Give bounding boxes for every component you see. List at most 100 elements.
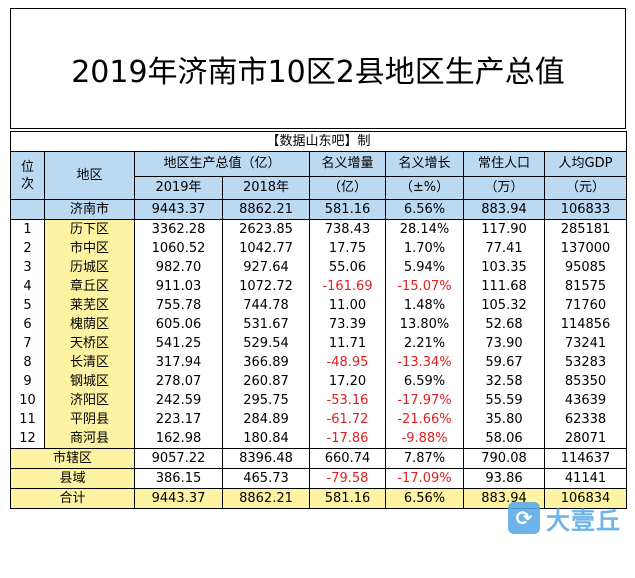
growth-cell: -21.66%: [385, 410, 464, 429]
population-cell: 105.32: [463, 296, 545, 315]
per-capita-cell: 95085: [543, 258, 628, 277]
summary-label: 县域: [10, 468, 135, 489]
increase-cell: 17.20: [309, 372, 386, 391]
header-gdp: 地区生产总值（亿）: [134, 151, 310, 177]
rank-cell: 2: [10, 239, 45, 258]
rank-cell: 10: [10, 391, 45, 410]
summary-gdp-2019-cell: 9443.37: [134, 488, 223, 509]
summary-gdp-2018-cell: 8396.48: [222, 448, 310, 469]
watermark-logo-icon: ⟳: [508, 502, 540, 534]
header-2018: 2018年: [222, 176, 310, 200]
increase-cell: -61.72: [309, 410, 386, 429]
region-cell: 商河县: [44, 429, 135, 449]
population-cell: 35.80: [463, 410, 545, 429]
header-per-capita-2: （元）: [543, 176, 628, 200]
region-cell: 长清区: [44, 353, 135, 372]
rank-cell: 11: [10, 410, 45, 429]
table-row: 3 历城区 982.70 927.64 55.06 5.94% 103.35 95085: [10, 258, 628, 277]
rank-cell: 4: [10, 277, 45, 296]
rank-cell: 5: [10, 296, 45, 315]
rank-cell: 12: [10, 429, 45, 449]
rank-cell: 9: [10, 372, 45, 391]
city-2018: 8862.21: [222, 199, 310, 220]
title-box: 2019年济南市10区2县地区生产总值: [10, 8, 626, 129]
rank-cell: 8: [10, 353, 45, 372]
header-row-1: 位次 地区 地区生产总值（亿） 名义增量 名义增长 常住人口 人均GDP: [10, 151, 628, 200]
table-row: 11 平阴县 223.17 284.89 -61.72 -21.66% 35.80 62338: [10, 410, 628, 429]
rank-cell: 1: [10, 219, 45, 239]
per-capita-cell: 114856: [543, 315, 628, 334]
growth-cell: -17.97%: [385, 391, 464, 410]
population-cell: 59.67: [463, 353, 545, 372]
increase-cell: 11.00: [309, 296, 386, 315]
increase-cell: 17.75: [309, 239, 386, 258]
rank-cell: 7: [10, 334, 45, 353]
gdp-2018-cell: 529.54: [222, 334, 310, 353]
table-row: 2 市中区 1060.52 1042.77 17.75 1.70% 77.41 137000: [10, 239, 628, 258]
gdp-2018-cell: 180.84: [222, 429, 310, 449]
gdp-2018-cell: 1072.72: [222, 277, 310, 296]
increase-cell: -17.86: [309, 429, 386, 449]
population-cell: 52.68: [463, 315, 545, 334]
city-2019: 9443.37: [134, 199, 223, 220]
watermark-text: 大壹丘: [546, 506, 621, 535]
gdp-2019-cell: 162.98: [134, 429, 223, 449]
growth-cell: 2.21%: [385, 334, 464, 353]
summary-increase-cell: 660.74: [309, 448, 386, 469]
city-row: 济南市 9443.37 8862.21 581.16 6.56% 883.94 …: [10, 199, 628, 220]
gdp-2019-cell: 3362.28: [134, 219, 223, 239]
increase-cell: -48.95: [309, 353, 386, 372]
summary-label: 合计: [10, 488, 135, 509]
population-cell: 111.68: [463, 277, 545, 296]
summary-increase-cell: 581.16: [309, 488, 386, 509]
population-cell: 103.35: [463, 258, 545, 277]
gdp-2019-cell: 755.78: [134, 296, 223, 315]
region-cell: 天桥区: [44, 334, 135, 353]
gdp-2018-cell: 1042.77: [222, 239, 310, 258]
table-row: 7 天桥区 541.25 529.54 11.71 2.21% 73.90 73241: [10, 334, 628, 353]
gdp-2018-cell: 284.89: [222, 410, 310, 429]
region-cell: 平阴县: [44, 410, 135, 429]
summary-increase-cell: -79.58: [309, 468, 386, 489]
summary-per-capita-cell: 114637: [543, 448, 628, 469]
gdp-2019-cell: 911.03: [134, 277, 223, 296]
gdp-2019-cell: 605.06: [134, 315, 223, 334]
summary-growth-cell: 7.87%: [385, 448, 464, 469]
header-2019: 2019年: [134, 176, 223, 200]
gdp-2018-cell: 295.75: [222, 391, 310, 410]
region-cell: 槐荫区: [44, 315, 135, 334]
table-row: 4 章丘区 911.03 1072.72 -161.69 -15.07% 111.68 815…: [10, 277, 628, 296]
region-cell: 莱芜区: [44, 296, 135, 315]
header-rank-label: 位次: [20, 159, 34, 192]
city-rank: [10, 199, 45, 220]
credit-row: 【数据山东吧】制: [9, 131, 628, 152]
header-population-2: （万）: [463, 176, 545, 200]
region-cell: 钢城区: [44, 372, 135, 391]
increase-cell: 11.71: [309, 334, 386, 353]
region-cell: 历城区: [44, 258, 135, 277]
per-capita-cell: 43639: [543, 391, 628, 410]
table-row: 6 槐荫区 605.06 531.67 73.39 13.80% 52.68 114856: [10, 315, 628, 334]
population-cell: 58.06: [463, 429, 545, 449]
growth-cell: 6.59%: [385, 372, 464, 391]
credit-text: 【数据山东吧】制: [9, 131, 628, 152]
watermark: ⟳ 大壹丘: [508, 498, 632, 538]
header-increase-1: 名义增量: [309, 151, 386, 177]
per-capita-cell: 62338: [543, 410, 628, 429]
header-population-1: 常住人口: [463, 151, 545, 177]
summary-growth-cell: 6.56%: [385, 488, 464, 509]
gdp-2019-cell: 278.07: [134, 372, 223, 391]
gdp-2018-cell: 744.78: [222, 296, 310, 315]
growth-cell: 5.94%: [385, 258, 464, 277]
summary-row: 合计 9443.37 8862.21 581.16 6.56% 883.94 106834: [10, 488, 628, 509]
summary-growth-cell: -17.09%: [385, 468, 464, 489]
summary-label: 市辖区: [10, 448, 135, 469]
gdp-2019-cell: 982.70: [134, 258, 223, 277]
per-capita-cell: 71760: [543, 296, 628, 315]
gdp-table: 【数据山东吧】制 位次 地区 地区生产总值（亿） 名义增量 名义增长 常住人口 …: [9, 131, 628, 509]
summary-gdp-2018-cell: 465.73: [222, 468, 310, 489]
growth-cell: -9.88%: [385, 429, 464, 449]
growth-cell: -13.34%: [385, 353, 464, 372]
table-row: 10 济阳区 242.59 295.75 -53.16 -17.97% 55.59 43639: [10, 391, 628, 410]
table-row: 9 钢城区 278.07 260.87 17.20 6.59% 32.58 85350: [10, 372, 628, 391]
